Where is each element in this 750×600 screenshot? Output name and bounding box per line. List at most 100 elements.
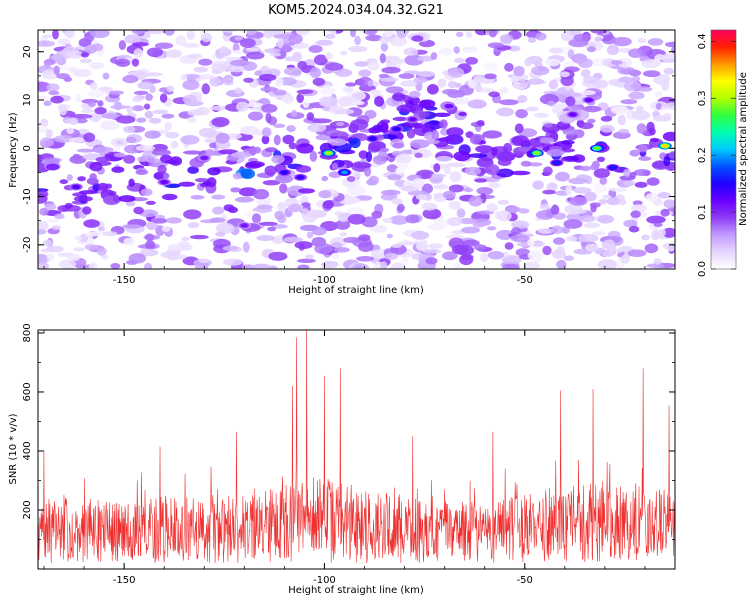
heatmap-cell <box>256 204 273 210</box>
heatmap-cell <box>398 73 415 79</box>
heatmap-cell <box>215 132 230 144</box>
snr-series-line <box>38 330 675 564</box>
heatmap-cell <box>69 137 86 143</box>
heatmap-cell <box>264 165 277 176</box>
heatmap-cell <box>273 123 286 128</box>
heatmap-cell <box>232 172 244 180</box>
heatmap-cell <box>306 231 314 239</box>
heatmap-cell <box>578 234 599 243</box>
heatmap-cell <box>38 253 47 264</box>
heatmap-cell <box>600 115 613 122</box>
heatmap-cell <box>433 112 451 118</box>
heatmap-cell <box>267 226 277 232</box>
heatmap-cell <box>646 121 655 132</box>
heatmap-cell <box>215 231 226 237</box>
heatmap-cell <box>631 75 641 82</box>
heatmap-cell <box>487 42 504 49</box>
heatmap-cell <box>518 208 530 214</box>
heatmap-cell <box>161 225 171 232</box>
heatmap-cell <box>204 138 216 144</box>
heatmap-hotspot <box>369 136 376 141</box>
heatmap-cell <box>517 146 533 152</box>
heatmap-cell <box>597 259 618 269</box>
heatmap-cell <box>392 142 405 149</box>
heatmap-cell <box>64 118 78 124</box>
heatmap-cell <box>548 79 559 90</box>
heatmap-cell <box>256 235 275 241</box>
heatmap-cell <box>97 100 104 107</box>
figure-title: KOM5.2024.034.04.32.G21 <box>268 3 444 18</box>
heatmap-cell <box>89 161 103 172</box>
heatmap-cell <box>313 54 328 66</box>
heatmap-cell <box>381 66 401 74</box>
heatmap-cell <box>295 165 312 173</box>
heatmap-cell <box>101 254 109 260</box>
heatmap-hotspot <box>533 151 540 155</box>
heatmap-cell <box>527 238 535 247</box>
heatmap-cell <box>283 236 304 243</box>
heatmap-cell <box>487 226 497 231</box>
heatmap-cell <box>437 78 447 88</box>
heatmap-cell <box>324 62 344 71</box>
heatmap-cell <box>652 115 671 122</box>
heatmap-cell <box>219 46 229 55</box>
heatmap-cell <box>145 200 156 205</box>
heatmap-cell <box>544 58 561 67</box>
heatmap-cell <box>563 155 579 161</box>
heatmap-cell <box>358 150 368 159</box>
heatmap-cell <box>136 156 149 162</box>
heatmap-cell <box>611 60 623 65</box>
heatmap-cell <box>468 153 488 159</box>
heatmap-cell <box>504 62 514 72</box>
heatmap-cell <box>128 178 135 187</box>
heatmap-cell <box>579 165 592 171</box>
heatmap-cell <box>324 129 342 137</box>
heatmap-cell <box>606 197 621 206</box>
heatmap-cell <box>542 245 552 256</box>
heatmap-cell <box>620 69 636 74</box>
heatmap-cell <box>543 166 553 176</box>
heatmap-cell <box>77 176 86 182</box>
heatmap-cell <box>446 162 466 168</box>
heatmap-cell <box>78 190 98 195</box>
heatmap-cell <box>46 163 60 171</box>
heatmap-cell <box>198 127 217 138</box>
heatmap-cell <box>464 166 481 176</box>
heatmap-cell <box>381 189 401 196</box>
heatmap-cell <box>334 211 344 216</box>
heatmap-cell <box>341 177 360 188</box>
heatmap-cell <box>495 168 514 178</box>
snr-y-tick-label: 800 <box>22 323 33 342</box>
heatmap-cell <box>131 30 145 35</box>
heatmap-frame <box>37 29 676 270</box>
heatmap-cell <box>43 58 57 66</box>
heatmap-cell <box>482 61 498 72</box>
heatmap-cell <box>209 217 226 223</box>
heatmap-cell <box>380 77 399 82</box>
heatmap-cell <box>345 82 357 87</box>
heatmap-cell <box>259 74 277 82</box>
heatmap-cell <box>239 38 256 48</box>
heatmap-cell <box>89 112 102 123</box>
heatmap-cell <box>511 227 521 236</box>
heatmap-cell <box>421 202 437 211</box>
heatmap-cell <box>42 34 52 39</box>
heatmap-cell <box>491 147 499 156</box>
heatmap-cell <box>511 135 530 146</box>
heatmap-cell <box>311 226 327 236</box>
heatmap-y-label: Frequency (Hz) <box>8 112 19 188</box>
heatmap-cell <box>88 89 105 98</box>
heatmap-hotspot <box>161 180 168 184</box>
heatmap-cell <box>503 142 513 154</box>
heatmap-cell <box>590 204 597 213</box>
heatmap-cell <box>658 228 666 237</box>
heatmap-cell <box>474 178 487 183</box>
heatmap-cell <box>618 199 627 206</box>
heatmap-cell <box>463 49 476 54</box>
heatmap-cell <box>637 37 647 44</box>
heatmap-cell <box>347 197 361 204</box>
heatmap-cell <box>252 189 270 200</box>
heatmap-cell <box>297 60 308 70</box>
colorbar-tick-label: 0.0 <box>697 261 708 277</box>
heatmap-cell <box>353 162 372 169</box>
